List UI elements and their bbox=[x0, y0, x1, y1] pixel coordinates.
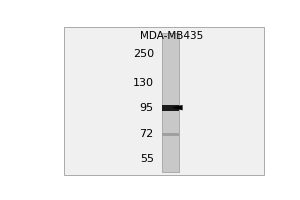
Polygon shape bbox=[172, 105, 182, 110]
Text: 130: 130 bbox=[133, 78, 154, 88]
Text: 55: 55 bbox=[140, 154, 154, 164]
Bar bbox=[162, 33, 179, 172]
Bar bbox=[162, 105, 179, 111]
Bar bbox=[162, 133, 179, 136]
Text: MDA-MB435: MDA-MB435 bbox=[140, 31, 203, 41]
Bar bbox=[64, 27, 264, 175]
Text: 250: 250 bbox=[133, 49, 154, 59]
Text: 72: 72 bbox=[140, 129, 154, 139]
Text: 95: 95 bbox=[140, 103, 154, 113]
